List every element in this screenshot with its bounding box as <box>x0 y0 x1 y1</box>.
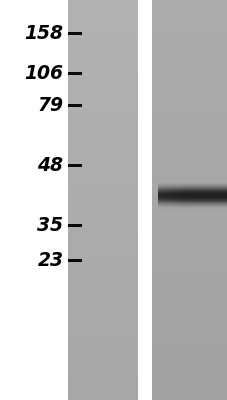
Text: 158: 158 <box>24 24 63 43</box>
Text: 106: 106 <box>24 64 63 83</box>
Text: 48: 48 <box>37 156 63 175</box>
Text: 35: 35 <box>37 216 63 235</box>
Text: 79: 79 <box>37 96 63 115</box>
Text: 23: 23 <box>37 251 63 270</box>
